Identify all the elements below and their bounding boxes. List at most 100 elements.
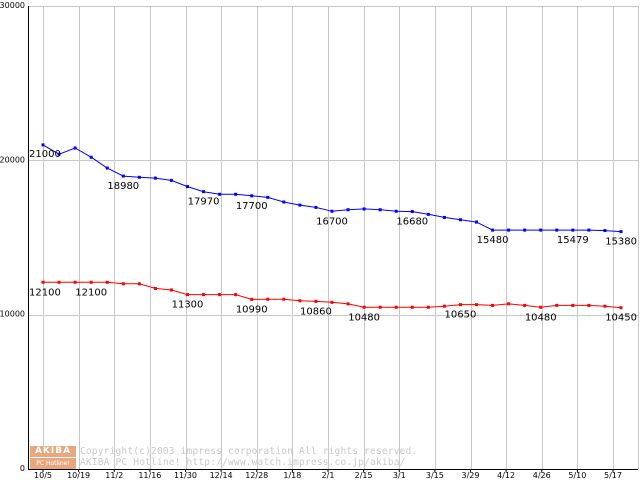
data-point	[266, 297, 270, 301]
akiba-logo: AKIBA PC Hotline!	[30, 446, 76, 469]
data-point	[394, 209, 398, 213]
data-point	[475, 303, 478, 307]
x-tick-label: 11/2	[105, 471, 123, 480]
data-point	[314, 299, 318, 303]
copyright-notice: AKIBA PC Hotline! Copyright(c)2003 impre…	[30, 446, 510, 470]
data-label: 10480	[525, 312, 557, 323]
data-point	[603, 229, 607, 233]
data-point	[523, 303, 527, 307]
data-label: 10860	[300, 306, 332, 317]
x-tick-label: 5/17	[604, 471, 622, 480]
series-group	[41, 143, 623, 310]
data-point	[218, 293, 222, 297]
data-point	[394, 305, 398, 309]
y-tick-label: 30000	[0, 1, 25, 10]
data-point	[346, 208, 350, 212]
data-point	[73, 280, 77, 284]
data-point	[121, 174, 125, 178]
data-point	[330, 209, 334, 213]
y-tick-label: 10000	[0, 310, 25, 319]
x-tick-label: 12/28	[245, 471, 268, 480]
data-point	[202, 293, 206, 297]
data-point	[105, 280, 109, 284]
data-point	[458, 303, 462, 307]
data-point	[282, 200, 286, 204]
data-point	[507, 228, 511, 232]
data-label: 10450	[605, 313, 637, 324]
x-tick-label: 10/5	[34, 471, 52, 480]
x-tick-label: 3/1	[393, 471, 406, 480]
data-point	[153, 286, 157, 290]
data-point	[169, 288, 173, 292]
data-point	[539, 305, 543, 309]
data-point	[137, 282, 141, 286]
data-point	[89, 280, 93, 284]
data-point	[250, 297, 254, 301]
data-point	[234, 192, 238, 196]
x-tick-label: 2/15	[355, 471, 373, 480]
x-tick-label: 3/15	[426, 471, 444, 480]
x-tick-label: 4/12	[497, 471, 515, 480]
series-line-2	[43, 281, 622, 309]
data-point	[410, 210, 414, 214]
data-point	[555, 228, 559, 232]
data-labels: 21000 18980 17970 17700 16700 16680 15480 15479…	[29, 149, 637, 324]
data-point	[218, 192, 222, 196]
data-point	[619, 306, 623, 310]
x-tick-label: 2/1	[322, 471, 335, 480]
data-label: 12100	[75, 287, 107, 298]
data-point	[603, 304, 607, 308]
copyright-line-2: AKIBA PC Hotline! http://www.watch.impre…	[80, 457, 406, 468]
data-point	[314, 205, 318, 209]
data-point	[298, 203, 302, 207]
data-point	[137, 175, 141, 179]
data-point	[619, 230, 623, 234]
data-label: 12100	[29, 287, 61, 298]
logo-top-text: AKIBA	[30, 446, 76, 457]
data-point	[282, 297, 286, 301]
x-tick-label: 11/16	[138, 471, 161, 480]
data-point	[378, 305, 382, 309]
y-tick-label: 20000	[0, 155, 25, 164]
x-tick-label: 4/26	[533, 471, 551, 480]
data-point	[41, 143, 45, 147]
y-tick-label: 0	[20, 464, 25, 473]
data-point	[330, 300, 334, 304]
data-point	[57, 152, 61, 156]
x-tick-label: 10/19	[67, 471, 90, 480]
data-label: 18980	[107, 181, 139, 192]
data-point	[426, 212, 430, 216]
data-point	[41, 280, 45, 284]
data-point	[458, 218, 462, 222]
grid	[28, 6, 639, 470]
data-point	[442, 304, 446, 308]
data-point	[442, 215, 446, 219]
data-point	[234, 293, 238, 297]
data-label: 16680	[396, 217, 428, 228]
data-point	[121, 282, 125, 286]
data-point	[571, 303, 575, 307]
data-label: 16700	[316, 216, 348, 227]
data-point	[378, 208, 382, 212]
data-label: 11300	[172, 300, 204, 311]
data-point	[73, 146, 77, 150]
data-point	[105, 166, 109, 170]
data-point	[426, 305, 430, 309]
data-point	[346, 302, 350, 306]
data-label: 10650	[445, 310, 477, 321]
data-label: 15479	[557, 235, 589, 246]
x-tick-label: 11/30	[174, 471, 197, 480]
data-label: 10990	[236, 304, 268, 315]
logo-bottom-text: PC Hotline!	[30, 457, 76, 469]
data-point	[475, 220, 478, 224]
data-point	[362, 305, 366, 309]
data-label: 15480	[477, 235, 509, 246]
data-point	[555, 303, 559, 307]
data-point	[523, 228, 527, 232]
x-tick-label: 5/10	[568, 471, 586, 480]
data-label: 17970	[188, 197, 220, 208]
data-point	[266, 195, 270, 199]
data-point	[169, 178, 173, 182]
